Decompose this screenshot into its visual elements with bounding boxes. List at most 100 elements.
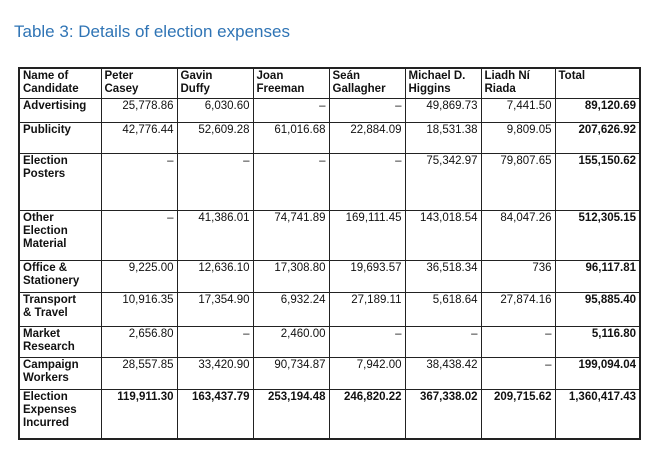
- row-label: Other Election Material: [23, 211, 68, 250]
- total-cell: 155,150.62: [554, 153, 641, 211]
- table-cell: 2,460.00: [252, 325, 330, 359]
- table-cell: 6,932.24: [252, 291, 330, 327]
- header-label: Total: [558, 70, 586, 82]
- cell-value: –: [545, 327, 552, 340]
- cell-value: 17,354.90: [198, 293, 250, 306]
- total-value: 199,094.04: [578, 359, 636, 372]
- table-cell: 19,693.57: [328, 260, 406, 293]
- cell-value: 2,460.00: [280, 327, 326, 340]
- cell-value: 5,618.64: [432, 293, 478, 306]
- row-label-cell: Election Posters: [18, 153, 102, 211]
- total-value: 207,626.92: [578, 123, 636, 136]
- table-row: Election Posters – – – – 75,342.97 79,807.65 15…: [18, 153, 641, 211]
- table-cell: 7,441.50: [480, 98, 556, 123]
- row-label-cell: Transport & Travel: [18, 291, 102, 327]
- table-cell: 74,741.89: [252, 209, 330, 262]
- header-cell: Gavin Duffy: [176, 67, 254, 99]
- cell-value: 7,441.50: [506, 100, 552, 112]
- election-expenses-table: Name of Candidate Peter Casey Gavin Duff…: [18, 67, 641, 440]
- cell-value: 10,916.35: [122, 293, 174, 306]
- table-container: Name of Candidate Peter Casey Gavin Duff…: [18, 67, 641, 440]
- cell-value: –: [395, 155, 402, 168]
- table-row: Campaign Workers 28,557.85 33,420.90 90,734…: [18, 357, 641, 390]
- table-cell: 2,656.80: [100, 325, 178, 359]
- table-row: Advertising 25,778.86 6,030.60 – – 49,869.73 7…: [18, 98, 641, 123]
- table-cell: 7,942.00: [328, 357, 406, 390]
- cell-value: –: [395, 100, 402, 112]
- table-row: Market Research 2,656.80 – 2,460.00 – – – 5,116…: [18, 325, 641, 359]
- row-label-cell: Market Research: [18, 325, 102, 359]
- cell-value: 41,386.01: [198, 211, 250, 224]
- cell-value: 2,656.80: [128, 327, 174, 340]
- header-cell: Michael D. Higgins: [404, 67, 482, 99]
- table-cell: 75,342.97: [404, 153, 482, 211]
- cell-value: 6,030.60: [204, 100, 250, 112]
- table-cell: 9,225.00: [100, 260, 178, 293]
- cell-value: 367,338.02: [419, 390, 478, 403]
- header-cell-total: Total: [554, 67, 641, 99]
- row-label: Market Research: [23, 327, 75, 353]
- table-cell: –: [480, 325, 556, 359]
- cell-value: 17,308.80: [274, 262, 326, 275]
- cell-value: 61,016.68: [274, 123, 326, 136]
- total-value: 89,120.69: [584, 100, 636, 112]
- cell-value: 49,869.73: [426, 100, 478, 112]
- table-cell: 36,518.34: [404, 260, 482, 293]
- table-caption: Table 3: Details of election expenses: [14, 22, 290, 41]
- row-label: Campaign Workers: [23, 359, 79, 385]
- cell-value: 209,715.62: [493, 390, 552, 403]
- total-cell: 207,626.92: [554, 121, 641, 155]
- table-cell: 209,715.62: [480, 388, 556, 440]
- total-value: 95,885.40: [584, 293, 636, 306]
- table-row: Office & Stationery 9,225.00 12,636.10 17,3…: [18, 260, 641, 293]
- row-label-cell: Election Expenses Incurred: [18, 388, 102, 440]
- table-cell: 17,308.80: [252, 260, 330, 293]
- total-value: 96,117.81: [585, 262, 636, 275]
- total-value: 512,305.15: [578, 211, 636, 224]
- cell-value: 42,776.44: [122, 123, 174, 136]
- table-row: Transport & Travel 10,916.35 17,354.90 6,93…: [18, 291, 641, 327]
- row-label-cell: Office & Stationery: [18, 260, 102, 293]
- total-cell: 199,094.04: [554, 357, 641, 390]
- table-cell: –: [252, 98, 330, 123]
- header-cell: Seán Gallagher: [328, 67, 406, 99]
- header-label: Peter Casey: [104, 70, 139, 95]
- table-cell: –: [100, 209, 178, 262]
- cell-value: 36,518.34: [426, 262, 478, 275]
- total-cell: 89,120.69: [554, 98, 641, 123]
- total-cell: 512,305.15: [554, 209, 641, 262]
- table-cell: 61,016.68: [252, 121, 330, 155]
- cell-value: 33,420.90: [198, 359, 250, 372]
- table-cell: 27,189.11: [328, 291, 406, 327]
- cell-value: 52,609.28: [198, 123, 250, 136]
- header-cell: Joan Freeman: [252, 67, 330, 99]
- table-body: Advertising 25,778.86 6,030.60 – – 49,869.73 7…: [18, 98, 641, 440]
- row-label-cell: Other Election Material: [18, 209, 102, 262]
- total-cell: 5,116.80: [554, 325, 641, 359]
- cell-value: 90,734.87: [274, 359, 326, 372]
- table-cell: 10,916.35: [100, 291, 178, 327]
- row-label-cell: Campaign Workers: [18, 357, 102, 390]
- table-cell: 25,778.86: [100, 98, 178, 123]
- cell-value: –: [167, 211, 174, 224]
- table-cell: 49,869.73: [404, 98, 482, 123]
- cell-value: 22,884.09: [350, 123, 402, 136]
- header-label: Liadh Ní Riada: [484, 70, 530, 95]
- total-value: 155,150.62: [578, 155, 636, 168]
- table-cell: 9,809.05: [480, 121, 556, 155]
- cell-value: 143,018.54: [419, 211, 478, 224]
- cell-value: 246,820.22: [343, 390, 402, 403]
- cell-value: 7,942.00: [356, 359, 402, 372]
- header-cell: Name of Candidate: [18, 67, 102, 99]
- table-cell: 367,338.02: [404, 388, 482, 440]
- cell-value: –: [319, 100, 326, 112]
- table-cell: 84,047.26: [480, 209, 556, 262]
- header-label: Michael D. Higgins: [408, 70, 466, 95]
- row-label: Transport & Travel: [23, 293, 77, 319]
- table-cell: 6,030.60: [176, 98, 254, 123]
- cell-value: 38,438.42: [426, 359, 478, 372]
- table-cell: 12,636.10: [176, 260, 254, 293]
- table-cell: 28,557.85: [100, 357, 178, 390]
- table-cell: –: [176, 325, 254, 359]
- table-cell: –: [100, 153, 178, 211]
